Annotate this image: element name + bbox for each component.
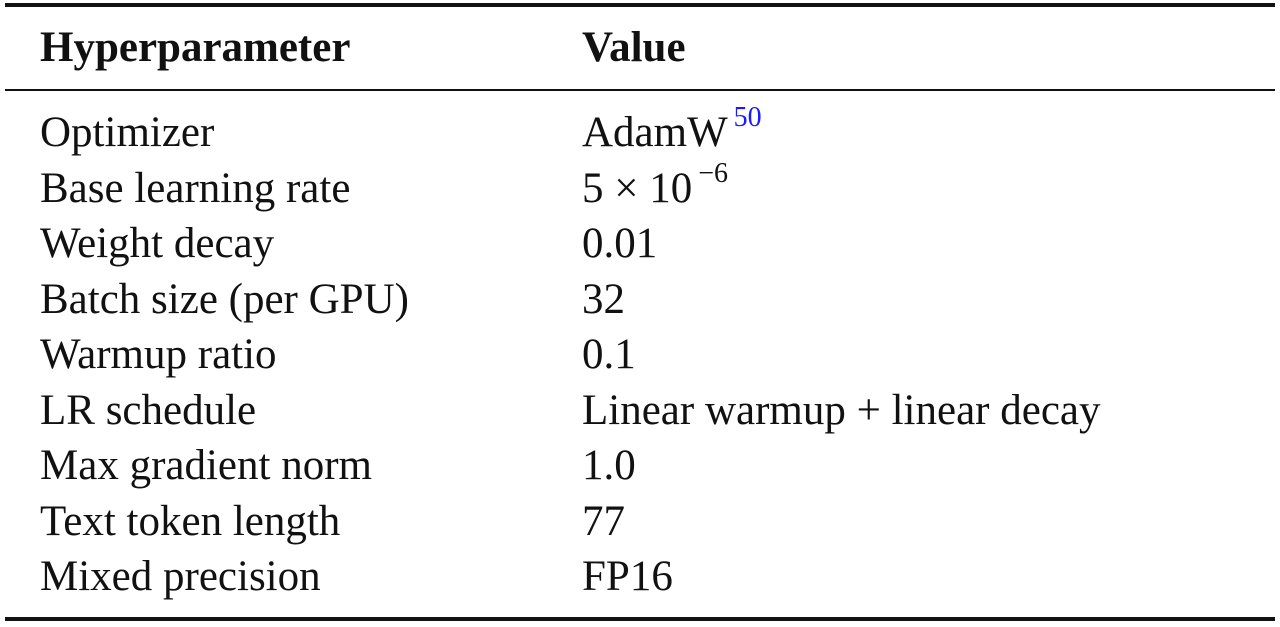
param-cell: LR schedule [40,386,257,434]
header-cell: Value [582,24,686,71]
param-cell: Max gradient norm [40,442,372,489]
value-cell: 0.1 [582,331,636,378]
param-cell: Text token length [40,497,341,545]
value-cell: Linear warmup + linear decay [582,386,1101,434]
cell-text: AdamW [582,109,728,156]
param-cell: Optimizer [40,109,215,156]
param-cell: Mixed precision [40,553,321,600]
superscript: −6 [698,157,729,189]
value-cell: 32 [582,275,625,323]
value-cell: 0.01 [582,220,658,267]
cell-text: 5 × 10 [582,164,693,212]
param-cell: Warmup ratio [40,331,277,378]
value-cell: 77 [582,497,625,545]
value-cell: AdamW 50 [582,102,762,161]
top-rule [5,3,1275,7]
mid-rule [5,89,1275,91]
header-cell: Hyperparameter [40,24,351,71]
param-cell: Batch size (per GPU) [40,275,409,323]
param-cell: Weight decay [40,220,275,267]
citation: 50 [733,102,762,133]
bottom-rule [5,617,1275,621]
param-cell: Base learning rate [40,164,351,212]
value-cell: 5 × 10 −6 [582,157,729,217]
value-cell: FP16 [582,553,673,600]
value-cell: 1.0 [582,442,636,489]
